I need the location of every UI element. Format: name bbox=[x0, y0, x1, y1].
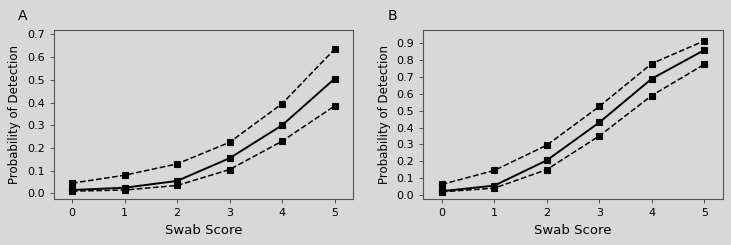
X-axis label: Swab Score: Swab Score bbox=[534, 224, 612, 237]
Y-axis label: Probability of Detection: Probability of Detection bbox=[8, 45, 21, 184]
X-axis label: Swab Score: Swab Score bbox=[164, 224, 242, 237]
Text: B: B bbox=[387, 9, 397, 23]
Text: A: A bbox=[18, 9, 27, 23]
Y-axis label: Probability of Detection: Probability of Detection bbox=[378, 45, 391, 184]
